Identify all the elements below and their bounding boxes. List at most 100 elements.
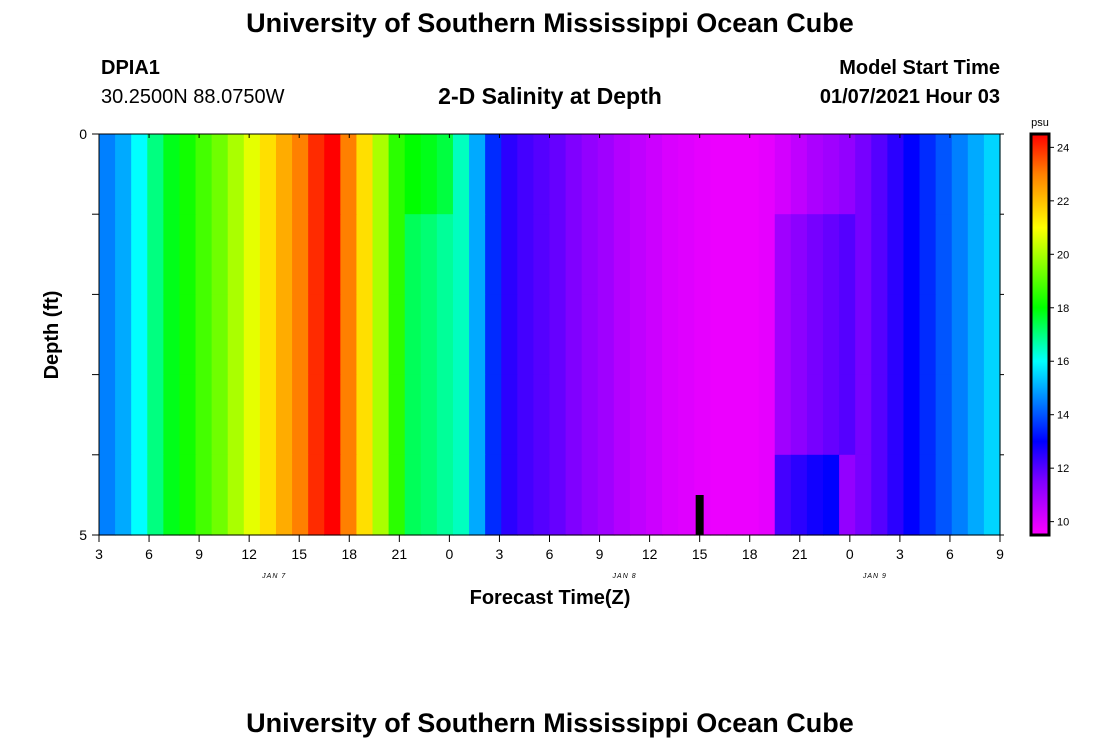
date-label: JAN 9 xyxy=(862,573,887,580)
heatmap-cell xyxy=(115,374,132,456)
heatmap-cell xyxy=(790,214,808,295)
x-axis-label: Forecast Time(Z) xyxy=(470,587,631,609)
heatmap-cell xyxy=(147,294,164,376)
heatmap-cell xyxy=(452,454,470,536)
station-coordinates: 30.2500N 88.0750W xyxy=(101,86,285,108)
heatmap-cell xyxy=(420,454,438,536)
heatmap-cell xyxy=(517,294,535,376)
heatmap-cell xyxy=(469,374,486,456)
heatmap-cell xyxy=(855,134,872,215)
heatmap-cell xyxy=(935,374,953,456)
heatmap-cell xyxy=(533,214,551,295)
heatmap-cell xyxy=(951,294,969,376)
heatmap-cell xyxy=(420,294,438,376)
heatmap-cell xyxy=(485,134,502,215)
heatmap-cell xyxy=(356,454,374,536)
heatmap-cell xyxy=(790,454,808,536)
heatmap-cell xyxy=(195,374,213,456)
heatmap-cell xyxy=(694,294,711,376)
heatmap-cell xyxy=(292,294,309,376)
date-label: JAN 7 xyxy=(261,573,286,580)
heatmap-cell xyxy=(99,454,116,536)
heatmap-cell xyxy=(131,454,148,536)
heatmap-cell xyxy=(324,134,341,215)
heatmap-cell xyxy=(983,134,1001,215)
heatmap-cell xyxy=(517,134,535,215)
heatmap-cell xyxy=(839,134,856,215)
heatmap-cell xyxy=(823,454,840,536)
heatmap-cell xyxy=(871,134,888,215)
heatmap-cell xyxy=(163,214,181,295)
heatmap-cell xyxy=(758,374,776,456)
colorbar-tick-label: 24 xyxy=(1057,142,1069,154)
heatmap-cell xyxy=(903,134,921,215)
heatmap-cell xyxy=(356,374,374,456)
heatmap-cell xyxy=(99,294,116,376)
heatmap-cell xyxy=(694,374,711,456)
heatmap-cell xyxy=(308,454,325,536)
heatmap-cell xyxy=(292,134,309,215)
heatmap-cell xyxy=(887,374,905,456)
heatmap-cell xyxy=(710,214,728,295)
heatmap-cell xyxy=(967,134,985,215)
heatmap-cell xyxy=(452,134,470,215)
heatmap-cell xyxy=(501,214,518,295)
heatmap-cell xyxy=(967,374,985,456)
date-label: JAN 8 xyxy=(612,573,637,580)
heatmap-cell xyxy=(211,214,229,295)
heatmap-cell xyxy=(774,214,792,295)
heatmap-cell xyxy=(726,214,744,295)
heatmap-cell xyxy=(356,214,374,295)
heatmap-cell xyxy=(871,454,888,536)
x-tick-label: 3 xyxy=(896,546,904,562)
heatmap-cell xyxy=(646,454,663,536)
x-tick-label: 15 xyxy=(692,546,708,562)
heatmap-cell xyxy=(983,214,1001,295)
heatmap-cell xyxy=(275,454,293,536)
heatmap-cell xyxy=(951,374,969,456)
heatmap-cell xyxy=(565,214,583,295)
heatmap-cell xyxy=(404,294,422,376)
heatmap-cell xyxy=(887,134,905,215)
heatmap-cell xyxy=(549,374,567,456)
heatmap-cell xyxy=(420,214,438,295)
heatmap-cell xyxy=(597,214,615,295)
heatmap-cell xyxy=(678,454,695,536)
heatmap-cell xyxy=(646,134,663,215)
heatmap-cell xyxy=(259,294,277,376)
x-tick-label: 15 xyxy=(291,546,307,562)
colorbar-tick-label: 14 xyxy=(1057,410,1069,422)
heatmap-cell xyxy=(951,214,969,295)
heatmap-cell xyxy=(597,374,615,456)
heatmap-cell xyxy=(806,294,824,376)
heatmap-cell xyxy=(436,214,454,295)
heatmap-cell xyxy=(742,374,760,456)
heatmap-cell xyxy=(469,214,486,295)
heatmap-cell xyxy=(806,374,824,456)
heatmap-cell xyxy=(549,294,567,376)
heatmap-cell xyxy=(646,374,663,456)
heatmap-cell xyxy=(597,454,615,536)
heatmap-cell xyxy=(613,374,631,456)
heatmap-cell xyxy=(324,294,341,376)
heatmap-cell xyxy=(887,214,905,295)
heatmap-cell xyxy=(131,214,148,295)
heatmap-cell xyxy=(485,374,502,456)
heatmap-cell xyxy=(115,134,132,215)
heatmap-cell xyxy=(115,454,132,536)
heatmap-cell xyxy=(742,134,760,215)
heatmap-cell xyxy=(436,374,454,456)
heatmap-cell xyxy=(324,374,341,456)
heatmap-cell xyxy=(533,374,551,456)
heatmap-cell xyxy=(501,374,518,456)
heatmap-cell xyxy=(243,374,261,456)
x-tick-label: 9 xyxy=(596,546,604,562)
heatmap-cell xyxy=(163,294,181,376)
heatmap-cell xyxy=(806,454,824,536)
x-tick-label: 21 xyxy=(792,546,808,562)
heatmap-cell xyxy=(629,374,647,456)
heatmap-cell xyxy=(871,214,888,295)
heatmap-cell xyxy=(99,214,116,295)
heatmap-cell xyxy=(581,294,599,376)
y-axis-label: Depth (ft) xyxy=(41,291,63,380)
